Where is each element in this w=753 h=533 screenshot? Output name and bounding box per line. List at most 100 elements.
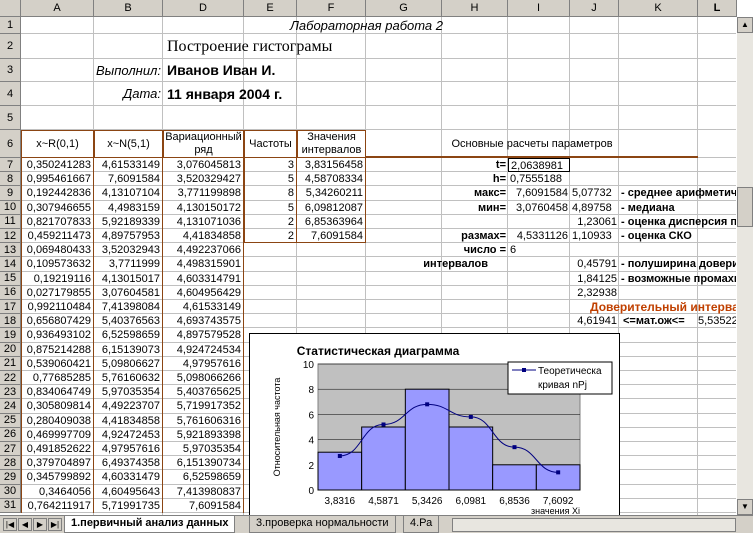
header-interval-values[interactable]: Значения интервалов — [297, 130, 366, 158]
count-label[interactable]: число = — [463, 244, 506, 257]
row-header-9[interactable]: 9 — [0, 186, 21, 201]
cell-f[interactable]: 3,83156458 — [297, 158, 366, 173]
intervals-label[interactable]: интервалов — [423, 258, 488, 271]
row-header-15[interactable]: 15 — [0, 271, 21, 286]
cell-e[interactable]: 8 — [244, 186, 297, 201]
cell-e[interactable]: 2 — [244, 214, 297, 229]
cell-d[interactable]: 5,719917352 — [163, 399, 244, 414]
cell-f[interactable]: 6,09812087 — [297, 200, 366, 215]
header-x-normal[interactable]: x~N(5,1) — [94, 130, 163, 158]
tab-normality-check[interactable]: 3.проверка нормальности — [249, 516, 396, 533]
cell-a[interactable]: 0,875214288 — [21, 342, 94, 357]
cell-a[interactable]: 0,19219116 — [21, 271, 94, 286]
cell-b[interactable]: 5,71991735 — [94, 498, 163, 513]
row-header-20[interactable]: 20 — [0, 342, 21, 357]
column-header-k[interactable]: K — [619, 0, 698, 17]
cell-d[interactable]: 4,693743575 — [163, 314, 244, 329]
cell-a[interactable]: 0,459211473 — [21, 229, 94, 244]
column-header-d[interactable]: D — [163, 0, 244, 17]
row-header-2[interactable]: 2 — [0, 34, 21, 59]
row-header-8[interactable]: 8 — [0, 172, 21, 187]
performer-cell[interactable]: Иванов Иван И. — [167, 62, 276, 78]
cell-a[interactable]: 0,936493102 — [21, 328, 94, 343]
row-header-25[interactable]: 25 — [0, 413, 21, 428]
h-label[interactable]: h= — [492, 173, 506, 186]
halfwidth-value[interactable]: 0,45791 — [577, 258, 617, 271]
row-header-17[interactable]: 17 — [0, 300, 21, 315]
cell-b[interactable]: 3,52032943 — [94, 243, 163, 258]
cell-d[interactable]: 6,151390734 — [163, 456, 244, 471]
column-header-g[interactable]: G — [366, 0, 442, 17]
column-header-f[interactable]: F — [297, 0, 366, 17]
cell-b[interactable]: 5,76160632 — [94, 371, 163, 386]
confidence-high[interactable]: 5,53522935 — [698, 315, 737, 328]
histogram-chart[interactable]: Статистическая диаграмма 0 2 4 6 8 10 3,8316 4,5… — [249, 333, 620, 516]
row-header-23[interactable]: 23 — [0, 385, 21, 400]
lab-title-cell[interactable]: Лабораторная работа 2 — [290, 18, 443, 33]
cell-d[interactable]: 4,41834858 — [163, 229, 244, 244]
column-header-h[interactable]: H — [442, 0, 508, 17]
cell-f[interactable]: 6,85363964 — [297, 214, 366, 229]
header-variation-series[interactable]: Вариационный ряд — [163, 130, 244, 158]
cell-a[interactable]: 0,992110484 — [21, 300, 94, 315]
row-header-21[interactable]: 21 — [0, 356, 21, 371]
row-header-30[interactable]: 30 — [0, 484, 21, 499]
max-label[interactable]: макс= — [473, 187, 506, 200]
cell-a[interactable]: 0,307946655 — [21, 200, 94, 215]
row-header-14[interactable]: 14 — [0, 257, 21, 272]
row-header-24[interactable]: 24 — [0, 399, 21, 414]
date-cell[interactable]: 11 января 2004 г. — [167, 86, 283, 102]
cell-a[interactable]: 0,764211917 — [21, 498, 94, 513]
mean-value[interactable]: 5,07732 — [572, 187, 612, 200]
tab-primary-analysis[interactable]: 1.первичный анализ данных — [64, 516, 236, 533]
column-header-e[interactable]: E — [244, 0, 297, 17]
cell-a[interactable]: 0,995461667 — [21, 172, 94, 187]
count-value[interactable]: 6 — [510, 244, 517, 257]
row-header-27[interactable]: 27 — [0, 442, 21, 457]
prev-sheet-icon[interactable]: ◀ — [18, 518, 32, 531]
cell-a[interactable]: 0,350241283 — [21, 158, 94, 173]
cell-d[interactable]: 4,498315901 — [163, 257, 244, 272]
row-header-26[interactable]: 26 — [0, 427, 21, 442]
next-sheet-icon[interactable]: ▶ — [33, 518, 47, 531]
cell-d[interactable]: 4,897579528 — [163, 328, 244, 343]
row-header-12[interactable]: 12 — [0, 229, 21, 244]
variance-label[interactable]: - оценка дисперсия по выбор — [621, 215, 737, 228]
row-header-11[interactable]: 11 — [0, 214, 21, 229]
cell-e[interactable]: 3 — [244, 158, 297, 173]
cell-d[interactable]: 6,52598659 — [163, 470, 244, 485]
cell-d[interactable]: 3,076045813 — [163, 158, 244, 173]
cell-b[interactable]: 4,97957616 — [94, 442, 163, 457]
row-header-1[interactable]: 1 — [0, 17, 21, 34]
cell-d[interactable]: 4,61533149 — [163, 300, 244, 315]
cell-a[interactable]: 0,379704897 — [21, 456, 94, 471]
column-header-i[interactable]: I — [508, 0, 570, 17]
cell-b[interactable]: 5,92189339 — [94, 214, 163, 229]
t-value[interactable]: 2,0638981 — [508, 158, 570, 173]
cell-a[interactable]: 0,3464056 — [21, 484, 94, 499]
cell-d[interactable]: 4,130150172 — [163, 200, 244, 215]
cell-a[interactable]: 0,77685285 — [21, 371, 94, 386]
cell-b[interactable]: 4,60495643 — [94, 484, 163, 499]
cell-d[interactable]: 5,403765625 — [163, 385, 244, 400]
row-header-28[interactable]: 28 — [0, 456, 21, 471]
sko-value[interactable]: 1,10933 — [572, 230, 612, 242]
cell-b[interactable]: 4,13107104 — [94, 186, 163, 201]
cell-a[interactable]: 0,305809814 — [21, 399, 94, 414]
cell-d[interactable]: 3,771199898 — [163, 186, 244, 201]
min-value[interactable]: 3,0760458 — [516, 201, 568, 214]
cell-d[interactable]: 5,921893398 — [163, 427, 244, 442]
cell-a[interactable]: 0,027179855 — [21, 285, 94, 300]
h-value[interactable]: 0,7555188 — [510, 173, 562, 186]
scroll-down-icon[interactable]: ▼ — [737, 499, 753, 515]
cell-b[interactable]: 5,40376563 — [94, 314, 163, 329]
confidence-title[interactable]: Доверительный интервал — [590, 300, 737, 314]
cell-b[interactable]: 4,89757953 — [94, 229, 163, 244]
cell-e[interactable]: 5 — [244, 200, 297, 215]
column-header-b[interactable]: B — [94, 0, 163, 17]
cell-d[interactable]: 4,603314791 — [163, 271, 244, 286]
cell-d[interactable]: 4,131071036 — [163, 214, 244, 229]
cell-b[interactable]: 6,49374358 — [94, 456, 163, 471]
cell-b[interactable]: 3,07604581 — [94, 285, 163, 300]
max-value[interactable]: 7,6091584 — [516, 187, 568, 200]
